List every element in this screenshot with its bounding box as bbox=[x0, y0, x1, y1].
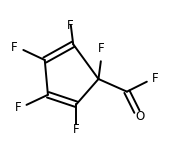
Text: F: F bbox=[11, 41, 18, 54]
Text: F: F bbox=[14, 101, 21, 114]
Text: F: F bbox=[73, 123, 80, 136]
Text: F: F bbox=[67, 19, 73, 32]
Text: F: F bbox=[152, 73, 159, 85]
Text: F: F bbox=[98, 42, 105, 55]
Text: O: O bbox=[135, 110, 144, 123]
